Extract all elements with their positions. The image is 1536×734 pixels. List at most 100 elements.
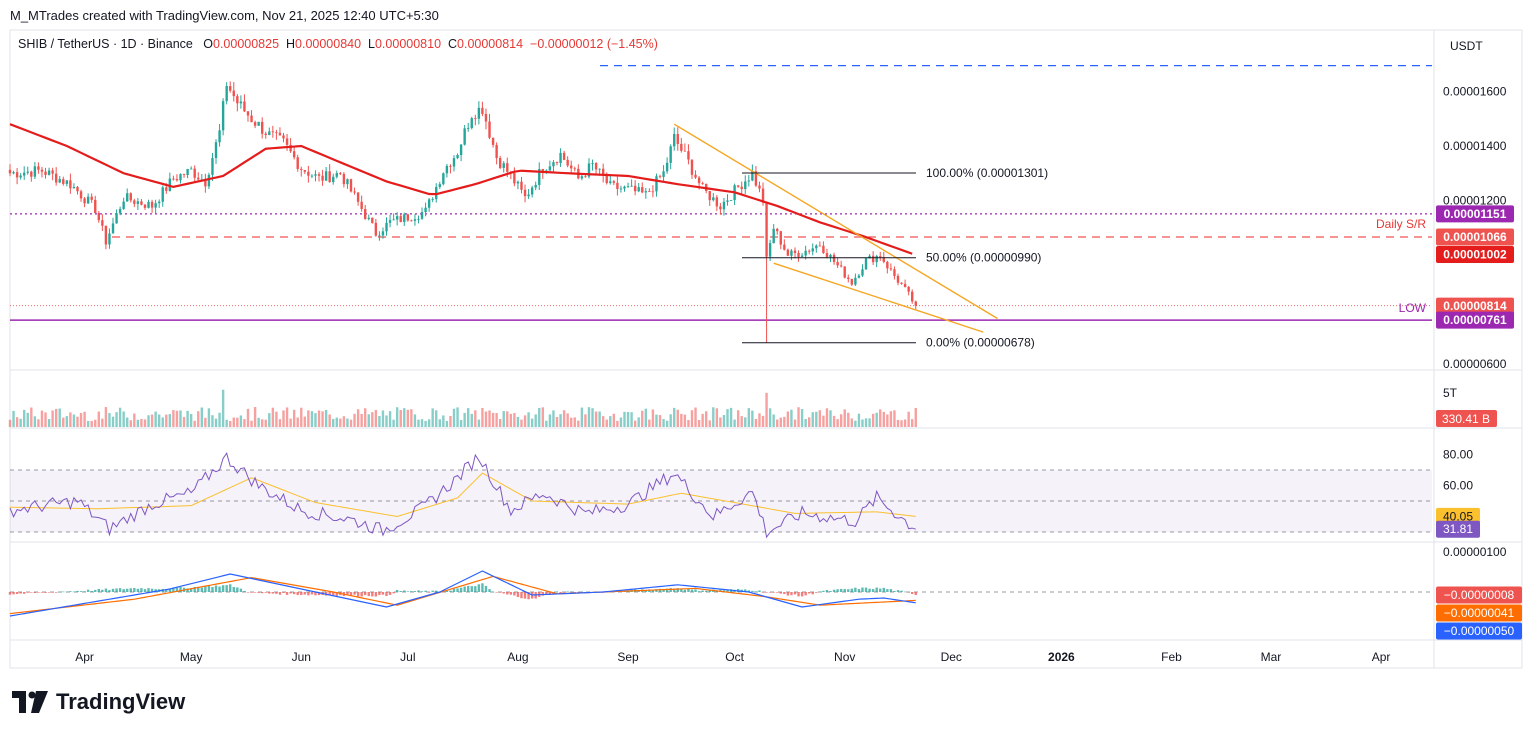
- macd-histogram-bar: [871, 589, 875, 592]
- volume-bar: [236, 417, 239, 427]
- volume-bar: [193, 420, 196, 427]
- candle-body: [619, 188, 623, 190]
- price-label-box: [1436, 228, 1514, 246]
- candle-body: [342, 173, 346, 185]
- candle-body: [591, 163, 594, 164]
- macd-histogram-bar: [626, 591, 630, 593]
- volume-bar: [129, 420, 132, 427]
- macd-histogram-bar: [555, 591, 559, 593]
- macd-histogram-bar: [470, 586, 473, 592]
- macd-histogram-bar: [768, 592, 772, 593]
- macd-histogram-bar: [566, 591, 569, 593]
- macd-histogram-bar: [172, 587, 175, 592]
- candle-body: [715, 197, 719, 207]
- volume-bar: [509, 413, 513, 427]
- macd-axis-tick: 0.00000100: [1443, 545, 1507, 559]
- candle-body: [438, 184, 441, 187]
- candle-body: [118, 208, 122, 214]
- volume-bar: [33, 416, 37, 427]
- volume-bar: [722, 415, 726, 427]
- macd-histogram-bar: [772, 592, 775, 593]
- volume-bar: [808, 417, 811, 427]
- candle-body: [900, 282, 903, 284]
- volume-bar: [648, 419, 651, 427]
- volume-bar: [324, 409, 328, 427]
- volume-bar: [573, 417, 576, 427]
- candle-body: [236, 96, 239, 104]
- candle-body: [779, 231, 782, 245]
- macd-histogram-bar: [33, 592, 37, 593]
- macd-histogram-bar: [179, 587, 182, 592]
- macd-histogram-bar: [360, 592, 363, 597]
- volume-bar: [793, 419, 797, 427]
- volume-bar: [552, 410, 555, 427]
- macd-histogram-bar: [83, 591, 86, 592]
- symbol-name: SHIB / TetherUS · 1D · Binance: [18, 37, 193, 51]
- candle-body: [506, 163, 509, 172]
- volume-bar: [332, 418, 335, 427]
- candle-body: [8, 169, 12, 174]
- macd-histogram-bar: [218, 586, 221, 592]
- volume-bar: [30, 407, 33, 427]
- macd-histogram-bar: [260, 592, 264, 594]
- macd-histogram-bar: [186, 588, 189, 592]
- macd-histogram-bar: [456, 588, 459, 592]
- candle-body: [37, 166, 40, 170]
- volume-bar: [289, 418, 292, 427]
- volume-bar: [90, 420, 93, 427]
- volume-bar: [665, 420, 669, 427]
- candle-body: [907, 286, 910, 292]
- time-axis-tick: Aug: [507, 650, 528, 664]
- candle-body: [498, 158, 502, 168]
- macd-histogram-bar: [69, 591, 72, 592]
- volume-bar: [172, 410, 175, 427]
- macd-histogram-bar: [903, 591, 907, 593]
- macd-histogram-bar: [491, 591, 495, 593]
- candle-body: [697, 177, 701, 184]
- candle-body: [69, 180, 72, 189]
- time-axis-tick: Dec: [941, 650, 962, 664]
- macd-histogram-bar: [857, 589, 861, 592]
- tradingview-logo-icon: [12, 691, 48, 713]
- macd-histogram-bar: [101, 589, 104, 592]
- macd-histogram-bar: [12, 592, 15, 595]
- macd-histogram-bar: [118, 588, 122, 592]
- candle-body: [204, 179, 207, 187]
- candle-body: [268, 131, 271, 136]
- volume-bar: [246, 408, 250, 427]
- volume-bar: [108, 413, 111, 427]
- candle-body: [768, 243, 772, 257]
- volume-bar: [413, 414, 417, 427]
- macd-histogram-bar: [381, 592, 385, 595]
- macd-histogram-bar: [463, 586, 466, 592]
- volume-bar: [410, 409, 413, 427]
- volume-bar: [264, 419, 267, 427]
- symbol-legend[interactable]: SHIB / TetherUS · 1D · Binance O0.000008…: [18, 37, 658, 51]
- candle-body: [108, 233, 111, 245]
- macd-histogram-bar: [445, 590, 449, 592]
- candle-body: [520, 181, 523, 190]
- candle-body: [694, 174, 697, 178]
- time-axis-tick: Jul: [400, 650, 415, 664]
- volume-bar: [829, 410, 832, 427]
- tradingview-logo[interactable]: TradingView: [12, 689, 185, 715]
- volume-bar: [76, 416, 79, 427]
- volume-axis-tick: 5T: [1443, 386, 1458, 400]
- price-label-text: 0.00000814: [1443, 299, 1507, 313]
- macd-histogram-bar: [328, 592, 331, 596]
- volume-bar: [644, 408, 648, 427]
- chart-frame: [9, 29, 1523, 669]
- candle-body: [584, 176, 587, 178]
- volume-bar: [115, 412, 118, 427]
- candle-body: [601, 168, 605, 176]
- volume-bar: [498, 419, 502, 427]
- volume-bar: [886, 414, 889, 427]
- candle-body: [23, 172, 26, 176]
- volume-bar: [744, 417, 747, 427]
- chart-canvas[interactable]: Daily S/R LOW 100.00% (0.00001301) 50.00% (…: [0, 0, 1536, 680]
- volume-bar: [367, 414, 370, 427]
- volume-bar: [364, 408, 367, 427]
- macd-histogram-bar: [300, 592, 303, 595]
- volume-bar: [800, 409, 804, 427]
- macd-histogram-bar: [346, 592, 349, 595]
